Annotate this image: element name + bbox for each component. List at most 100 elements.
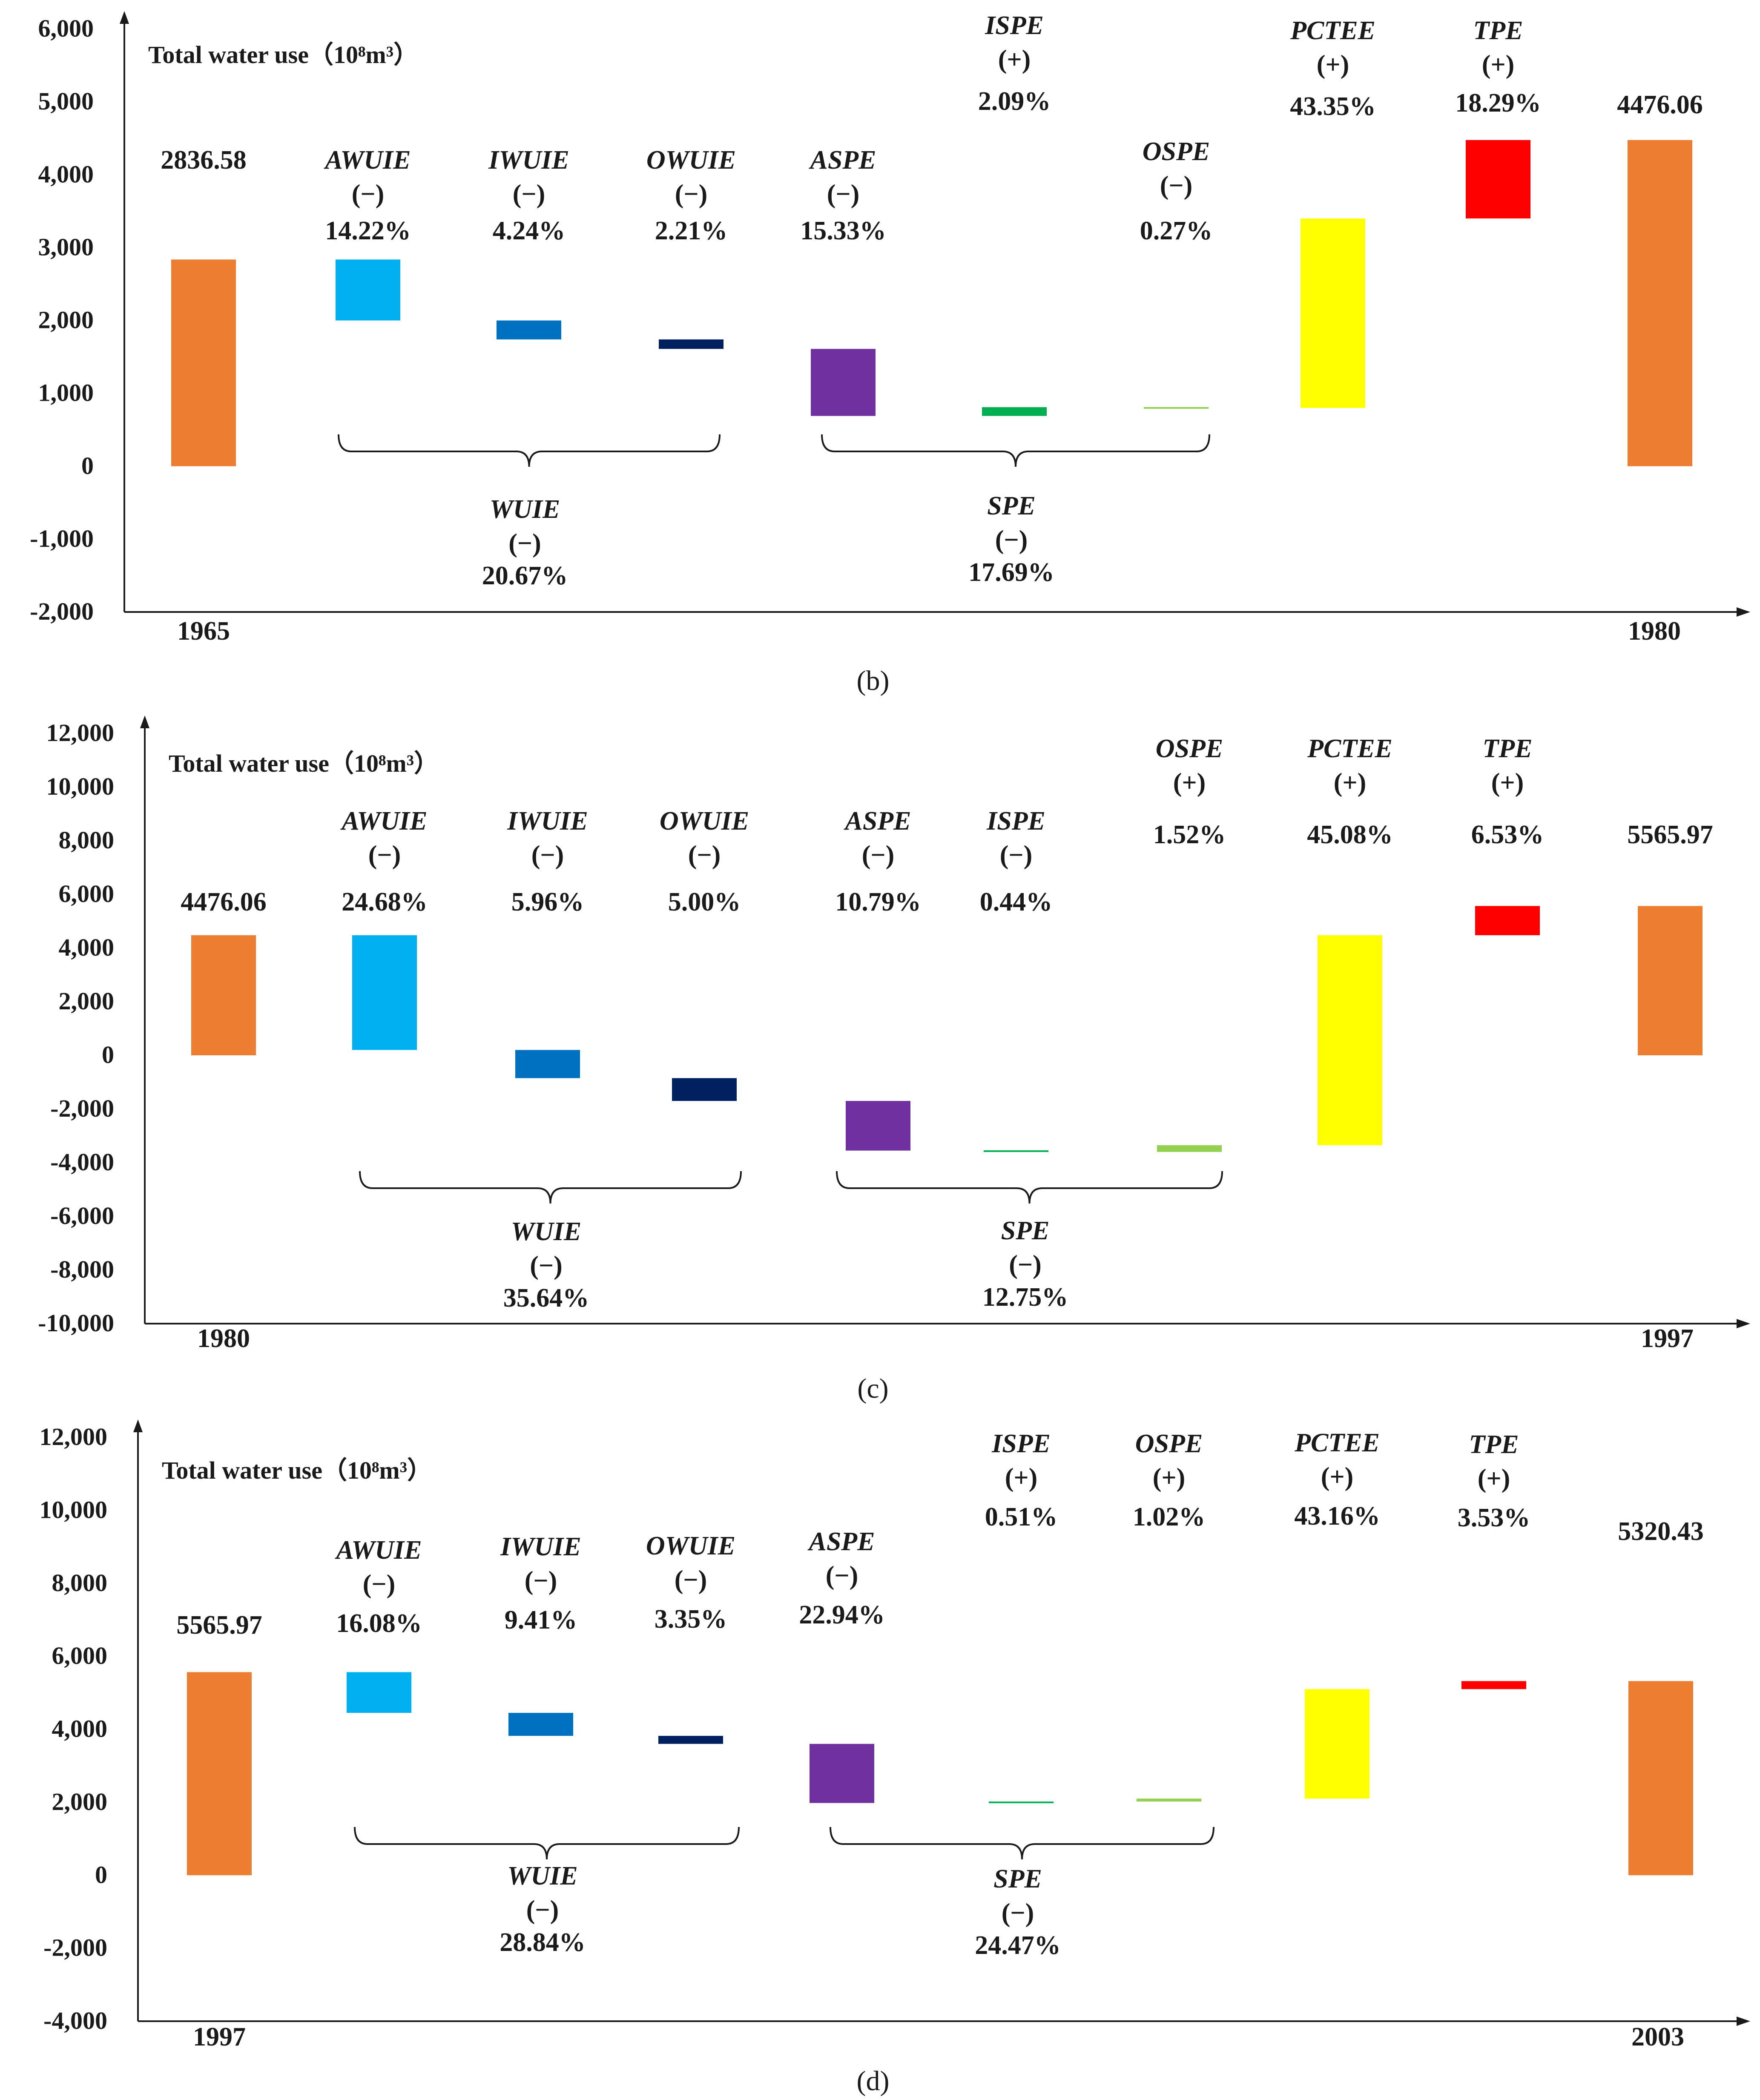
bar-sign-label: (−)	[513, 180, 546, 209]
bar-aspe	[810, 1744, 874, 1803]
bar-aspe	[846, 1101, 910, 1151]
bar-iwuie	[508, 1712, 573, 1736]
waterfall-chart-2: -10,000 -8,000 -6,000 -4,000 -2,000 0 2,000 4,0…	[38, 715, 1750, 1353]
bar-sign-label: (−)	[368, 841, 401, 870]
bar-1965	[171, 259, 236, 466]
x-axis-arrow	[1737, 1319, 1750, 1328]
bar-pct-label: 2.21%	[655, 216, 728, 245]
x-end-label: 1997	[1641, 1324, 1694, 1353]
bar-pctee	[1305, 1689, 1370, 1799]
y-tick-label: 0	[95, 1861, 107, 1888]
bar-name-label: PCTEE	[1294, 1428, 1380, 1457]
y-tick-label: 3,000	[38, 233, 94, 261]
bar-sign-label: (+)	[1153, 1463, 1186, 1492]
group-sign-label: (−)	[995, 526, 1028, 554]
bar-owuie	[658, 1735, 723, 1744]
bar-sign-label: (+)	[998, 45, 1031, 74]
y-tick-label: -8,000	[50, 1255, 114, 1283]
group-name-label: SPE	[1001, 1216, 1050, 1245]
bar-1997	[1638, 906, 1703, 1055]
bar-pct-label: 0.27%	[1140, 216, 1213, 245]
bar-awuie	[352, 935, 417, 1050]
bar-sign-label: (+)	[1317, 50, 1349, 79]
bar-tpe	[1466, 140, 1530, 218]
panel-caption: (d)	[857, 2066, 890, 2097]
bar-name-label: ASPE	[843, 807, 911, 836]
y-axis-arrow	[120, 11, 129, 24]
group-name-label: WUIE	[490, 495, 560, 524]
bar-iwuie	[497, 320, 561, 339]
y-tick-label: -2,000	[50, 1095, 114, 1122]
bar-sign-label: (+)	[1005, 1463, 1038, 1492]
bar-pct-label: 14.22%	[325, 216, 411, 245]
y-tick-label: 10,000	[46, 773, 115, 800]
bar-pct-label: 3.53%	[1458, 1503, 1530, 1532]
bar-name-label: OSPE	[1135, 1429, 1203, 1458]
x-axis-arrow	[1737, 607, 1750, 617]
bar-tpe	[1461, 1681, 1526, 1689]
x-axis-arrow	[1737, 2017, 1750, 2026]
bar-ispe	[984, 1150, 1048, 1152]
bar-pct-label: 15.33%	[800, 216, 886, 245]
bar-awuie	[347, 1672, 411, 1713]
bar-name-label: ASPE	[808, 146, 876, 175]
y-tick-label: -2,000	[43, 1934, 107, 1962]
bar-pct-label: 43.35%	[1290, 92, 1376, 121]
y-tick-label: 4,000	[38, 160, 94, 188]
bar-ospe	[1157, 1145, 1222, 1152]
y-tick-label: 8,000	[52, 1569, 108, 1597]
bar-sign-label: (+)	[1478, 1464, 1510, 1493]
group-pct-label: 28.84%	[500, 1928, 586, 1957]
bar-pct-label: 5.00%	[668, 888, 741, 916]
x-start-label: 1980	[197, 1324, 250, 1353]
bar-tpe	[1475, 906, 1540, 936]
group-brace-spe	[821, 434, 1210, 467]
bar-1980	[1628, 140, 1692, 466]
bar-pct-label: 0.44%	[980, 888, 1053, 916]
group-brace-wuie	[354, 1827, 740, 1860]
bar-pct-label: 1.02%	[1133, 1502, 1206, 1531]
y-tick-label: 1,000	[38, 379, 94, 407]
x-start-label: 1997	[193, 2022, 246, 2051]
group-brace-spe	[836, 1171, 1223, 1204]
bar-name-label: TPE	[1469, 1430, 1519, 1459]
bar-pct-label: 2.09%	[978, 87, 1051, 116]
bar-pct-label: 0.51%	[985, 1502, 1058, 1531]
bar-sign-label: (+)	[1482, 50, 1515, 79]
group-pct-label: 20.67%	[482, 561, 568, 590]
bar-aspe	[811, 349, 876, 416]
y-tick-label: -4,000	[50, 1148, 114, 1176]
group-brace-spe	[830, 1827, 1214, 1860]
bar-sign-label: (−)	[363, 1570, 396, 1599]
y-axis-arrow	[133, 1419, 143, 1432]
y-tick-label: -6,000	[50, 1202, 114, 1230]
group-sign-label: (−)	[1002, 1899, 1034, 1928]
bar-pctee	[1301, 218, 1365, 408]
group-pct-label: 17.69%	[968, 558, 1054, 587]
bar-sign-label: (+)	[1321, 1462, 1354, 1491]
bar-name-label: AWUIE	[340, 807, 427, 836]
bar-name-label: ISPE	[991, 1429, 1051, 1458]
bar-iwuie	[515, 1050, 580, 1078]
bar-pct-label: 18.29%	[1455, 89, 1541, 118]
bar-pct-label: 16.08%	[336, 1609, 422, 1638]
group-pct-label: 24.47%	[975, 1931, 1061, 1960]
y-tick-label: 0	[102, 1041, 114, 1069]
bar-name-label: ASPE	[807, 1527, 875, 1556]
group-brace-wuie	[338, 434, 721, 467]
group-sign-label: (−)	[530, 1251, 563, 1280]
bar-sign-label: (−)	[525, 1566, 557, 1595]
chart-title: Total water use（10⁸m³）	[148, 41, 418, 69]
bar-value-label: 2836.58	[161, 146, 247, 175]
group-name-label: WUIE	[507, 1862, 577, 1890]
y-tick-label: 2,000	[38, 306, 94, 334]
group-brace-wuie	[359, 1171, 742, 1204]
bar-ospe	[1144, 407, 1209, 409]
bar-sign-label: (−)	[826, 1561, 858, 1590]
y-tick-label: 6,000	[52, 1642, 108, 1669]
bar-pct-label: 24.68%	[342, 888, 428, 916]
bar-value-label: 5320.43	[1618, 1517, 1704, 1546]
bar-sign-label: (−)	[827, 180, 860, 209]
bar-name-label: TPE	[1482, 734, 1532, 763]
bar-value-label: 4476.06	[1617, 90, 1703, 119]
